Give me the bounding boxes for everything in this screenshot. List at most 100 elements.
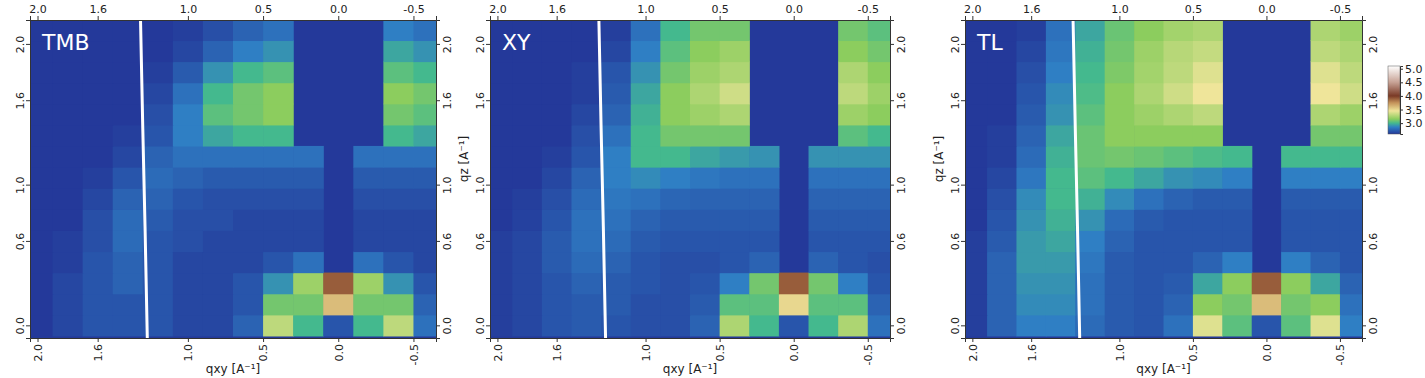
heatmap-cell xyxy=(601,188,631,210)
heatmap-cell xyxy=(1340,230,1362,252)
heatmap-cell xyxy=(571,273,601,295)
heatmap-cell xyxy=(868,125,890,147)
heatmap-cell xyxy=(30,83,53,105)
tick: 1.0 xyxy=(1362,176,1380,194)
heatmap-cell xyxy=(631,294,661,316)
tick-label: 0.0 xyxy=(1258,3,1276,16)
tick-label: 1.0 xyxy=(14,176,27,194)
tick: 2.0 xyxy=(489,3,507,20)
heatmap-cell xyxy=(987,315,1017,337)
heatmap-cell xyxy=(690,230,720,252)
heatmap-cell xyxy=(1105,273,1135,295)
heatmap-cell xyxy=(203,209,234,231)
heatmap-cell xyxy=(490,209,513,231)
colorbar-ramp xyxy=(1388,66,1400,134)
heatmap-cell xyxy=(173,230,204,252)
heatmap-cell xyxy=(113,20,144,41)
tick-label: 0.5 xyxy=(711,3,729,16)
tick-mark xyxy=(890,100,894,101)
heatmap-cell xyxy=(1105,230,1135,252)
x-axis-title: qxy [A⁻¹] xyxy=(206,362,260,376)
tick-label: 0.0 xyxy=(14,317,27,335)
heatmap-cell xyxy=(263,294,294,316)
heatmap-cell xyxy=(1193,62,1223,84)
heatmap-cell xyxy=(383,146,414,168)
heatmap-cell xyxy=(1105,40,1135,62)
tick: 0.6 xyxy=(1362,233,1380,251)
heatmap-cell xyxy=(690,62,720,84)
heatmap-cell xyxy=(838,294,868,316)
heatmap-cell xyxy=(965,294,988,316)
heatmap-cell xyxy=(838,273,868,295)
heatmap-cell xyxy=(1046,209,1076,231)
tick-mark xyxy=(188,16,189,20)
heatmap-cell xyxy=(542,167,572,189)
heatmap-cell xyxy=(490,83,513,105)
tick: 0.0 xyxy=(1362,317,1380,335)
heatmap-cell xyxy=(601,20,631,41)
heatmap-cell xyxy=(512,146,542,168)
tick: 0.0 xyxy=(1261,338,1274,362)
heatmap-cell xyxy=(1164,251,1194,273)
heatmap-cell xyxy=(720,62,750,84)
tick-mark xyxy=(38,16,39,20)
heatmap-cell xyxy=(383,273,414,295)
heatmap-cell xyxy=(1340,315,1362,337)
tick-mark xyxy=(436,325,440,326)
heatmap-cell xyxy=(490,315,513,337)
heatmap-cell xyxy=(660,188,690,210)
tick: 1.6 xyxy=(890,92,908,110)
tick: 1.0 xyxy=(890,176,908,194)
heatmap-cell xyxy=(83,209,114,231)
axis-line xyxy=(966,339,1363,343)
heatmap-cell xyxy=(263,62,294,84)
heatmap-cell xyxy=(383,83,414,105)
heatmap-cell xyxy=(838,104,868,126)
heatmap-cell xyxy=(173,273,204,295)
heatmap-cell xyxy=(965,273,988,295)
heatmap-cell xyxy=(353,294,384,316)
heatmap-cell xyxy=(53,294,84,316)
heatmap-cell xyxy=(1075,230,1105,252)
tick: 1.0 xyxy=(640,338,653,362)
tick: 1.6 xyxy=(92,338,105,362)
heatmap-cell xyxy=(413,188,436,210)
heatmap-cell xyxy=(631,62,661,84)
heatmap-cell xyxy=(1046,83,1076,105)
heatmap-cells xyxy=(490,20,890,336)
heatmap-cell xyxy=(413,230,436,252)
heatmap-cell xyxy=(383,251,414,273)
tick-label: 1.0 xyxy=(180,3,198,16)
heatmap-cell xyxy=(1046,40,1076,62)
tick-label: 1.6 xyxy=(548,3,566,16)
tick: 2.0 xyxy=(964,3,982,20)
tick-mark xyxy=(972,338,973,342)
y-axis-title: qz [A⁻¹] xyxy=(457,136,471,182)
heatmap-cell xyxy=(143,83,174,105)
heatmap-cell xyxy=(809,146,839,168)
heatmap-cell xyxy=(542,230,572,252)
heatmap-cell xyxy=(1164,273,1194,295)
panel: 2.01.61.00.50.0-0.52.01.61.00.50.0-0.50.… xyxy=(14,3,454,376)
tick-mark xyxy=(436,185,440,186)
heatmap-cell xyxy=(1105,146,1135,168)
heatmap-cell xyxy=(1311,146,1341,168)
heatmap-cell xyxy=(838,20,868,41)
heatmap-cell xyxy=(601,167,631,189)
tick-mark xyxy=(1400,82,1403,83)
heatmap-cell xyxy=(293,273,324,295)
heatmap-cell xyxy=(173,294,204,316)
heatmap-cell xyxy=(233,83,264,105)
heatmap-cell xyxy=(1193,167,1223,189)
heatmap-cell xyxy=(1340,294,1362,316)
tick: 0.5 xyxy=(255,3,273,20)
tick-mark xyxy=(1266,16,1267,20)
heatmap-cell xyxy=(1193,230,1223,252)
heatmap-cell xyxy=(631,125,661,147)
heatmap-cell xyxy=(53,146,84,168)
tick-label: 0.0 xyxy=(895,317,908,335)
heatmap-cell xyxy=(30,62,53,84)
heatmap-cell xyxy=(83,294,114,316)
heatmap-cell xyxy=(353,273,384,295)
heatmap-cell xyxy=(233,167,264,189)
